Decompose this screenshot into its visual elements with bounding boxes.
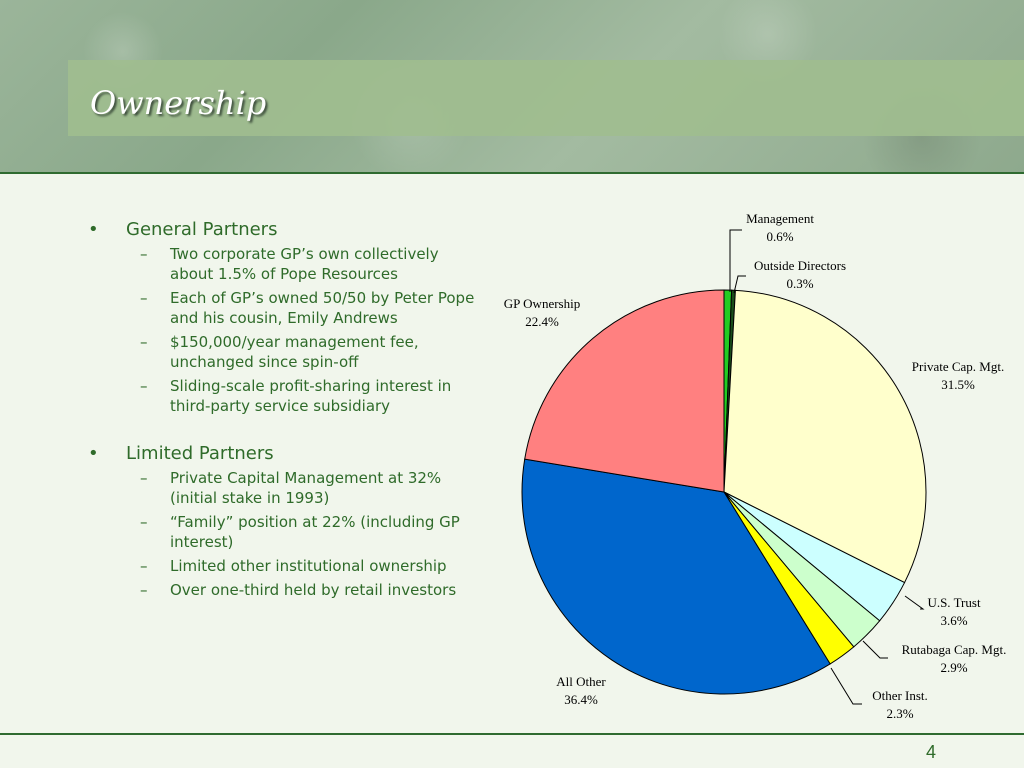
sub-bullet: – Limited other institutional ownership [88, 556, 478, 576]
sub-bullet-text: $150,000/year management fee, unchanged … [170, 333, 419, 371]
dash-marker: – [140, 513, 148, 531]
leader-line [862, 640, 888, 659]
slice-label: Private Cap. Mgt. [912, 359, 1004, 374]
leader-line [830, 667, 862, 705]
sub-bullet: – Sliding-scale profit-sharing interest i… [88, 376, 478, 416]
slice-value-label: 31.5% [941, 377, 975, 392]
slice-value-label: 36.4% [564, 692, 598, 707]
slice-label: GP Ownership [504, 296, 580, 311]
sub-bullet-text: Each of GP’s owned 50/50 by Peter Pope a… [170, 289, 475, 327]
leader-line [729, 229, 742, 292]
slide-title: Ownership [90, 84, 267, 122]
slice-label: All Other [556, 674, 606, 689]
bullet-marker: • [88, 219, 99, 240]
pie-slice-gp-ownership [524, 289, 725, 493]
sub-bullet-text: Limited other institutional ownership [170, 557, 447, 575]
sub-bullet-text: Two corporate GP’s own collectively abou… [170, 245, 439, 283]
slice-label: Management [746, 211, 814, 226]
dash-marker: – [140, 289, 148, 307]
dash-marker: – [140, 581, 148, 599]
dash-marker: – [140, 377, 148, 395]
bullet-list: • General Partners – Two corporate GP’s ow… [88, 218, 478, 604]
slice-value-label: 3.6% [940, 613, 967, 628]
pie-slice-all-other [521, 458, 831, 695]
slice-label: Other Inst. [872, 688, 928, 703]
slice-value-label: 0.3% [786, 276, 813, 291]
sub-bullet-text: “Family” position at 22% (including GP i… [170, 513, 460, 551]
footer-divider [0, 733, 1024, 735]
slice-value-label: 2.9% [940, 660, 967, 675]
bullet-text: General Partners [126, 219, 278, 240]
slice-label: Rutabaga Cap. Mgt. [902, 642, 1007, 657]
sub-bullet: – Two corporate GP’s own collectively abo… [88, 244, 478, 284]
sub-bullet-text: Private Capital Management at 32% (initi… [170, 469, 442, 507]
bullet-text: Limited Partners [126, 443, 274, 464]
sub-bullet: – “Family” position at 22% (including GP … [88, 512, 478, 552]
dash-marker: – [140, 469, 148, 487]
dash-marker: – [140, 333, 148, 351]
sub-bullet-text: Sliding-scale profit-sharing interest in… [170, 377, 452, 415]
slice-value-label: 0.6% [766, 229, 793, 244]
leader-line [904, 595, 925, 610]
slice-label: U.S. Trust [927, 595, 981, 610]
ownership-pie-chart: Management 0.6% Outside Directors 0.3% Priva… [504, 211, 1007, 721]
dash-marker: – [140, 245, 148, 263]
pie-slice-private-cap-mgt [723, 289, 927, 584]
bullet-general-partners: • General Partners [88, 218, 478, 242]
dash-marker: – [140, 557, 148, 575]
sub-bullet: – Each of GP’s owned 50/50 by Peter Pope … [88, 288, 478, 328]
page-number: 4 [925, 742, 936, 762]
sub-bullet: – Private Capital Management at 32% (init… [88, 468, 478, 508]
leader-line [733, 275, 746, 294]
sub-bullet: – $150,000/year management fee, unchanged… [88, 332, 478, 372]
sub-bullet: – Over one-third held by retail investors [88, 580, 478, 600]
bullet-limited-partners: • Limited Partners [88, 442, 478, 466]
title-band [68, 60, 1024, 136]
bullet-marker: • [88, 443, 99, 464]
sub-bullet-text: Over one-third held by retail investors [170, 581, 457, 599]
slice-label: Outside Directors [754, 258, 846, 273]
slice-value-label: 2.3% [886, 706, 913, 721]
slice-value-label: 22.4% [525, 314, 559, 329]
